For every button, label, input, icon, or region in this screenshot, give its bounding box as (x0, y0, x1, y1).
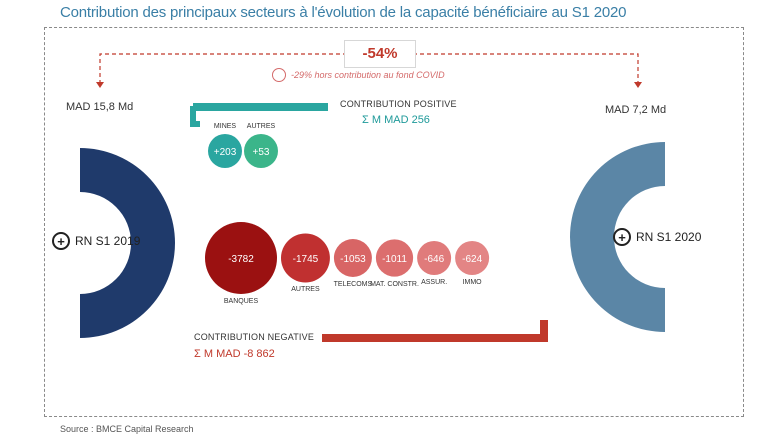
connector-arrow-left (96, 82, 104, 88)
positive-bubble-value: +53 (253, 147, 270, 158)
covid-note: -29% hors contribution au fond COVID (272, 68, 445, 82)
start-amount: MAD 15,8 Md (66, 101, 134, 113)
change-percent-badge: -54% (344, 40, 416, 68)
end-amount: MAD 7,2 Md (605, 104, 667, 116)
negative-bubble (281, 233, 330, 283)
left-half-ring (80, 148, 175, 338)
negative-bubble-value: -3782 (228, 254, 254, 265)
chart-title: Contribution des principaux secteurs à l… (60, 4, 627, 21)
negative-bubble (455, 241, 490, 275)
start-label-text: RN S1 2019 (75, 234, 141, 248)
negative-bracket-end (540, 320, 548, 342)
negative-bubble (417, 241, 452, 275)
covid-note-text: -29% hors contribution au fond COVID (291, 70, 445, 80)
plus-circle-icon: + (52, 232, 70, 250)
source-note: Source : BMCE Capital Research (60, 424, 194, 434)
negative-bubble (375, 239, 414, 277)
negative-bubble (205, 222, 277, 294)
negative-bubble-label: MAT. CONSTR. (370, 280, 419, 288)
right-half-ring (570, 142, 665, 332)
negative-bubble-value: -624 (462, 254, 482, 265)
covid-icon (272, 68, 286, 82)
positive-bubble-label: AUTRES (246, 123, 276, 130)
positive-sum: Σ M MAD 256 (362, 114, 430, 126)
negative-bubble-label: ASSUR. (421, 279, 448, 286)
connector-arrow-right (634, 82, 642, 88)
negative-bubble-value: -1011 (382, 254, 407, 265)
bubble-group: +203 +53 -3782 -1745 -1053 -1011 -646 -624 (205, 134, 490, 294)
negative-bubble-label: TELECOMS (333, 280, 373, 288)
positive-bubble-label: MINES (213, 123, 237, 130)
positive-bubble (244, 134, 278, 168)
positive-bubble (208, 134, 242, 168)
start-label: + RN S1 2019 (52, 232, 140, 250)
negative-bubble-label: AUTRES (291, 286, 320, 294)
plus-circle-icon: + (613, 228, 631, 246)
change-connector (99, 53, 639, 84)
chart-frame (44, 27, 744, 417)
negative-bubble-value: -1053 (340, 254, 366, 265)
negative-bubble-label: BANQUES (223, 298, 259, 305)
positive-bubble-value: +203 (214, 147, 237, 158)
positive-bar (193, 103, 328, 111)
end-label: + RN S1 2020 (613, 228, 701, 246)
negative-bubble-label: IMMO (462, 279, 482, 286)
negative-sum: Σ M MAD -8 862 (194, 348, 275, 360)
negative-bubble-value: -646 (424, 254, 444, 265)
negative-heading: CONTRIBUTION NEGATIVE (194, 332, 315, 342)
positive-heading: CONTRIBUTION POSITIVE (340, 99, 457, 109)
negative-bubble-value: -1745 (293, 254, 319, 265)
negative-bar (322, 334, 548, 342)
negative-bubble (333, 239, 372, 277)
end-label-text: RN S1 2020 (636, 230, 702, 244)
